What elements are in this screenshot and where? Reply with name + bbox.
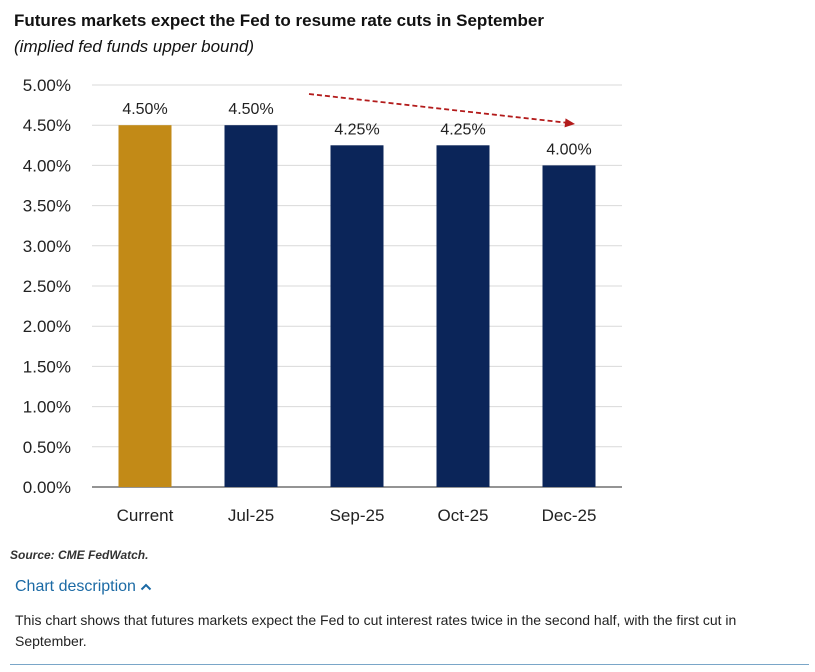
chevron-up-icon <box>140 583 152 591</box>
x-tick-label: Current <box>117 506 174 525</box>
y-tick-label: 4.00% <box>23 156 71 175</box>
y-tick-label: 0.50% <box>23 438 71 457</box>
y-axis-tick-labels: 0.00% 0.50% 1.00% 1.50% 2.00% 2.50% 3.00% 3.50%… <box>23 76 71 497</box>
x-tick-label: Dec-25 <box>542 506 597 525</box>
chart-description-text: This chart shows that futures markets ex… <box>15 612 737 649</box>
y-tick-label: 1.50% <box>23 357 71 376</box>
gridlines <box>92 84 622 488</box>
y-tick-label: 2.50% <box>23 277 71 296</box>
y-tick-label: 3.50% <box>23 197 71 216</box>
y-tick-label: 3.00% <box>23 237 71 256</box>
chart-source: Source: CME FedWatch. <box>10 548 149 562</box>
x-tick-label: Jul-25 <box>228 506 274 525</box>
x-tick-label: Oct-25 <box>437 506 488 525</box>
chart-title: Futures markets expect the Fed to resume… <box>14 8 574 60</box>
bar-chart: 0.00% 0.50% 1.00% 1.50% 2.00% 2.50% 3.00% 3.50%… <box>23 76 622 525</box>
data-label: 4.50% <box>228 101 273 118</box>
data-label: 4.50% <box>122 101 167 118</box>
x-axis-tick-labels: Current Jul-25 Sep-25 Oct-25 Dec-25 <box>117 506 597 525</box>
y-tick-label: 2.00% <box>23 317 71 336</box>
trend-arrow-line <box>308 93 570 124</box>
bar-current <box>118 125 172 487</box>
bars <box>118 125 596 488</box>
y-tick-label: 5.00% <box>23 76 71 95</box>
data-label: 4.00% <box>546 141 591 158</box>
chart-title-main: Futures markets expect the Fed to resume… <box>14 11 545 30</box>
bar-oct-25 <box>436 145 490 488</box>
divider-line <box>10 664 809 665</box>
chart-description-toggle[interactable]: Chart description <box>15 578 152 596</box>
bar-sep-25 <box>330 145 384 488</box>
bar-jul-25 <box>224 125 278 487</box>
data-label: 4.25% <box>334 121 379 138</box>
y-tick-label: 4.50% <box>23 116 71 135</box>
trend-arrow-head <box>564 118 575 128</box>
y-tick-label: 0.00% <box>23 478 71 497</box>
y-tick-label: 1.00% <box>23 398 71 417</box>
x-tick-label: Sep-25 <box>330 506 385 525</box>
chart-subtitle: (implied fed funds upper bound) <box>14 37 255 56</box>
data-labels: 4.50% 4.50% 4.25% 4.25% 4.00% <box>122 101 591 158</box>
trend-arrow <box>308 93 575 128</box>
bar-dec-25 <box>542 165 596 487</box>
chart-description-toggle-label: Chart description <box>15 578 136 595</box>
data-label: 4.25% <box>440 121 485 138</box>
